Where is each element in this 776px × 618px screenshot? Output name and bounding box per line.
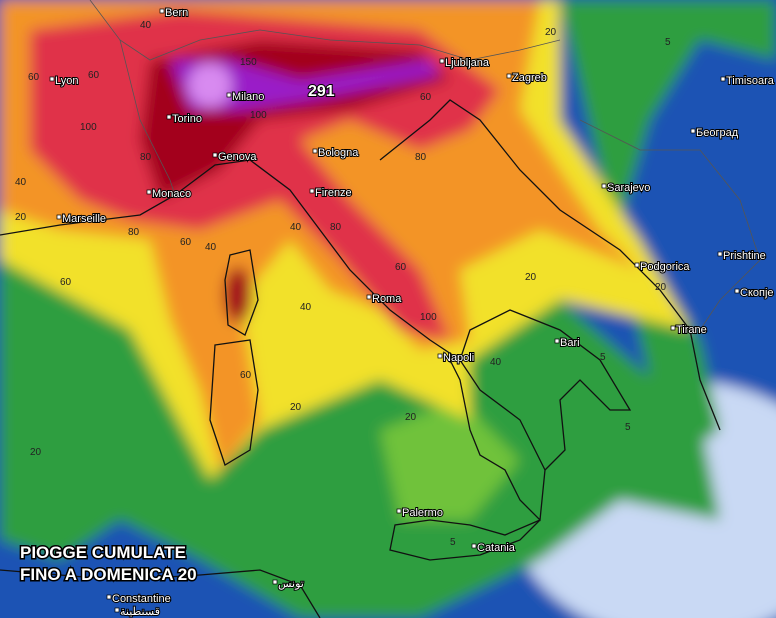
contour-label: 20	[655, 282, 667, 293]
city-marker	[670, 325, 676, 331]
city-marker	[49, 76, 55, 82]
city-marker	[312, 148, 318, 154]
city-label: Firenze	[315, 187, 352, 199]
contour-label: 40	[290, 222, 302, 233]
contour-label: 80	[330, 222, 342, 233]
city-marker	[506, 73, 512, 79]
contour-label: 60	[88, 70, 100, 81]
city-marker	[720, 76, 726, 82]
contour-label: 40	[490, 357, 502, 368]
city-label: Milano	[232, 91, 264, 103]
city-label: Bari	[560, 337, 580, 349]
city-label: Zagreb	[512, 72, 547, 84]
contour-label: 20	[15, 212, 27, 223]
city-label: Tirane	[676, 324, 707, 336]
city-label: Catania	[477, 542, 516, 554]
city-label: Constantine	[112, 593, 171, 605]
contour-label: 60	[420, 92, 432, 103]
city-marker	[690, 128, 696, 134]
city-label: Prishtine	[723, 250, 766, 262]
city-marker	[396, 508, 402, 514]
city-label: Ljubljana	[445, 57, 490, 69]
contour-label: 80	[140, 152, 152, 163]
city-label: Roma	[372, 293, 402, 305]
city-label: Genova	[218, 151, 257, 163]
city-marker	[159, 8, 165, 14]
city-marker	[717, 251, 723, 257]
city-label: Београд	[696, 127, 739, 139]
city-label: Sarajevo	[607, 182, 650, 194]
city-label: Timisoara	[726, 75, 775, 87]
contour-label: 5	[665, 37, 671, 48]
city-marker	[471, 543, 477, 549]
contour-label: 20	[30, 447, 42, 458]
city-marker	[56, 214, 62, 220]
contour-label: 5	[600, 352, 606, 363]
city-marker	[146, 189, 152, 195]
city-label: Torino	[172, 113, 202, 125]
title-line: FINO A DOMENICA 20	[20, 565, 197, 584]
city-marker	[634, 262, 640, 268]
contour-label: 20	[405, 412, 417, 423]
city-marker	[601, 183, 607, 189]
city-marker	[309, 188, 315, 194]
contour-label: 100	[250, 110, 267, 121]
contour-label: 80	[128, 227, 140, 238]
city-label: Monaco	[152, 188, 191, 200]
city-marker	[166, 114, 172, 120]
contour-label: 150	[240, 57, 257, 68]
contour-label: 100	[420, 312, 437, 323]
contour-label: 20	[525, 272, 537, 283]
city-label: Podgorica	[640, 261, 690, 273]
contour-labels: 40 60 60 100 80 150 100 80 60 40 20 40 60 80 100 60 80 60…	[15, 20, 671, 548]
city-marker	[106, 594, 112, 600]
city-marker	[212, 152, 218, 158]
city-label: Скопје	[740, 287, 774, 299]
contour-label: 40	[15, 177, 27, 188]
city-label: Palermo	[402, 507, 443, 519]
city-label: Marseille	[62, 213, 106, 225]
city-labels: Bern Lyon Milano Torino Genova Monaco Marseill…	[49, 6, 776, 618]
city-marker	[439, 58, 445, 64]
contour-label: 5	[450, 537, 456, 548]
city-label: Lyon	[55, 75, 78, 87]
contour-label: 100	[80, 122, 97, 133]
city-marker	[226, 92, 232, 98]
contour-label: 60	[28, 72, 40, 83]
title-line: PIOGGE CUMULATE	[20, 543, 186, 562]
contour-label: 40	[300, 302, 312, 313]
contour-label: 40	[140, 20, 152, 31]
contour-label: 60	[395, 262, 407, 273]
city-label: Bologna	[318, 147, 359, 159]
contour-label: 20	[545, 27, 557, 38]
contour-label: 60	[180, 237, 192, 248]
city-marker	[272, 579, 278, 585]
contour-label: 80	[415, 152, 427, 163]
city-label: Napoli	[443, 352, 474, 364]
city-marker	[437, 353, 443, 359]
max-value-label: 291	[308, 83, 335, 100]
contour-label: 40	[205, 242, 217, 253]
city-marker	[366, 294, 372, 300]
city-label: قسنطينة	[120, 606, 160, 618]
city-marker	[734, 288, 740, 294]
city-marker	[114, 607, 120, 613]
contour-label: 60	[60, 277, 72, 288]
city-label: Bern	[165, 7, 188, 19]
city-label: تونس	[278, 578, 304, 590]
contour-label: 60	[240, 370, 252, 381]
contour-label: 20	[290, 402, 302, 413]
contour-label: 5	[625, 422, 631, 433]
city-marker	[554, 338, 560, 344]
